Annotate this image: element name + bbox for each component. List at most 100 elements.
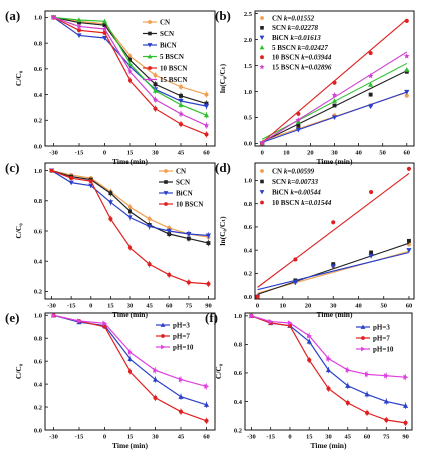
- y-tick-label: 0.2: [34, 404, 42, 411]
- legend-marker: [148, 31, 152, 36]
- data-point: [404, 18, 409, 23]
- data-point: [203, 104, 210, 109]
- data-point: [332, 80, 337, 85]
- x-axis-label: Time (min): [311, 441, 347, 450]
- y-tick-label: 0.2: [244, 271, 252, 278]
- data-point: [186, 280, 191, 285]
- x-tick-label: 60: [203, 150, 210, 157]
- data-point: [306, 338, 312, 344]
- legend-marker: [147, 54, 153, 59]
- legend-marker: [260, 26, 264, 30]
- legend-label: SCN k=0.02278: [272, 24, 319, 32]
- legend-label: BiCN: [176, 189, 193, 197]
- data-point: [152, 96, 159, 103]
- legend-label: pH=7: [173, 332, 190, 340]
- x-tick-label: 0: [261, 150, 264, 157]
- data-point: [49, 168, 54, 173]
- x-tick-label: 45: [178, 150, 185, 157]
- series-ph=7: [249, 313, 408, 427]
- data-point: [76, 318, 82, 324]
- data-point: [331, 220, 336, 225]
- data-point: [296, 123, 301, 128]
- data-point: [51, 312, 57, 318]
- series-line: [53, 314, 207, 422]
- data-point: [76, 23, 82, 29]
- data-point: [403, 420, 408, 425]
- x-tick-label: 30: [152, 150, 159, 157]
- y-tick-label: 2.5: [244, 11, 253, 18]
- series-10-bscn: [255, 166, 412, 299]
- data-point: [127, 215, 133, 220]
- y-tick-label: 0.0: [244, 294, 252, 301]
- plot-frame: [254, 162, 415, 300]
- data-point: [364, 371, 370, 377]
- x-axis-label: Time (min): [112, 441, 148, 450]
- panel-c: -30 -15 0 15 30 45 60 75 90 0.2 0.4 0.6 0.8 1.0 Time (…: [5, 160, 216, 319]
- data-point: [203, 402, 210, 407]
- data-point: [307, 358, 312, 363]
- data-point: [68, 180, 74, 186]
- legend-label: SCN: [160, 30, 174, 38]
- legend-label: pH=7: [373, 334, 390, 342]
- data-point: [295, 117, 302, 123]
- data-point: [259, 140, 266, 146]
- y-axis-label: C/C₀: [14, 70, 23, 86]
- legend-label: pH=10: [373, 345, 394, 353]
- data-point: [204, 132, 209, 137]
- x-tick-label: 15: [306, 434, 313, 441]
- data-point: [178, 98, 184, 104]
- legend-label: 5 BSCN: [160, 53, 184, 61]
- data-point: [369, 189, 374, 195]
- x-tick-label: 0: [103, 434, 106, 441]
- data-point: [403, 374, 409, 380]
- data-point: [178, 122, 184, 127]
- data-point: [127, 369, 133, 374]
- data-point: [296, 111, 301, 116]
- data-point: [268, 318, 274, 325]
- legend-marker: [361, 346, 366, 352]
- data-point: [249, 313, 255, 319]
- data-point: [108, 216, 113, 221]
- data-point: [369, 250, 374, 255]
- data-point: [167, 272, 172, 277]
- legend-marker: [148, 20, 152, 24]
- data-point: [203, 122, 210, 128]
- x-tick-label: -30: [247, 434, 256, 441]
- data-point: [307, 333, 312, 339]
- data-point: [331, 115, 338, 121]
- panel-f: -30 -15 0 15 30 45 60 75 90 0.2 0.4 0.6 0.8 1.0 Time (…: [205, 310, 413, 450]
- data-point: [368, 92, 373, 97]
- y-tick-label: 0.4: [234, 399, 243, 406]
- data-point: [76, 33, 82, 39]
- x-tick-label: 30: [152, 434, 159, 441]
- legend-marker: [259, 45, 265, 50]
- data-point: [293, 257, 298, 262]
- data-point: [147, 216, 152, 221]
- y-axis-label: C/C₀: [14, 223, 23, 239]
- data-point: [384, 373, 389, 379]
- legend-marker: [164, 180, 168, 184]
- y-axis-label: ln(C₀/Cₜ): [218, 216, 227, 246]
- panel-label: (a): [5, 8, 20, 23]
- data-point: [128, 209, 132, 214]
- y-axis-label: C/C₀: [14, 363, 23, 379]
- legend-label: SCN: [176, 178, 190, 186]
- x-tick-label: -15: [75, 150, 84, 157]
- data-point: [295, 127, 301, 133]
- legend-label: CN: [160, 18, 170, 26]
- legend-marker: [147, 76, 153, 82]
- panel-label: (d): [215, 160, 231, 175]
- y-tick-label: 0.0: [244, 141, 252, 148]
- data-point: [147, 224, 153, 230]
- legend-label: 5 BSCN k=0.02427: [272, 44, 328, 52]
- data-point: [383, 398, 389, 404]
- y-tick-label: 0.2: [34, 118, 42, 125]
- legend-marker: [148, 66, 152, 70]
- data-point: [127, 204, 133, 209]
- legend-label: pH=3: [373, 323, 390, 331]
- data-point: [101, 18, 108, 24]
- series-15-bscn: [50, 14, 210, 129]
- data-point: [178, 110, 184, 117]
- data-point: [178, 102, 184, 107]
- legend-label: BiCN k=0.01613: [272, 34, 321, 42]
